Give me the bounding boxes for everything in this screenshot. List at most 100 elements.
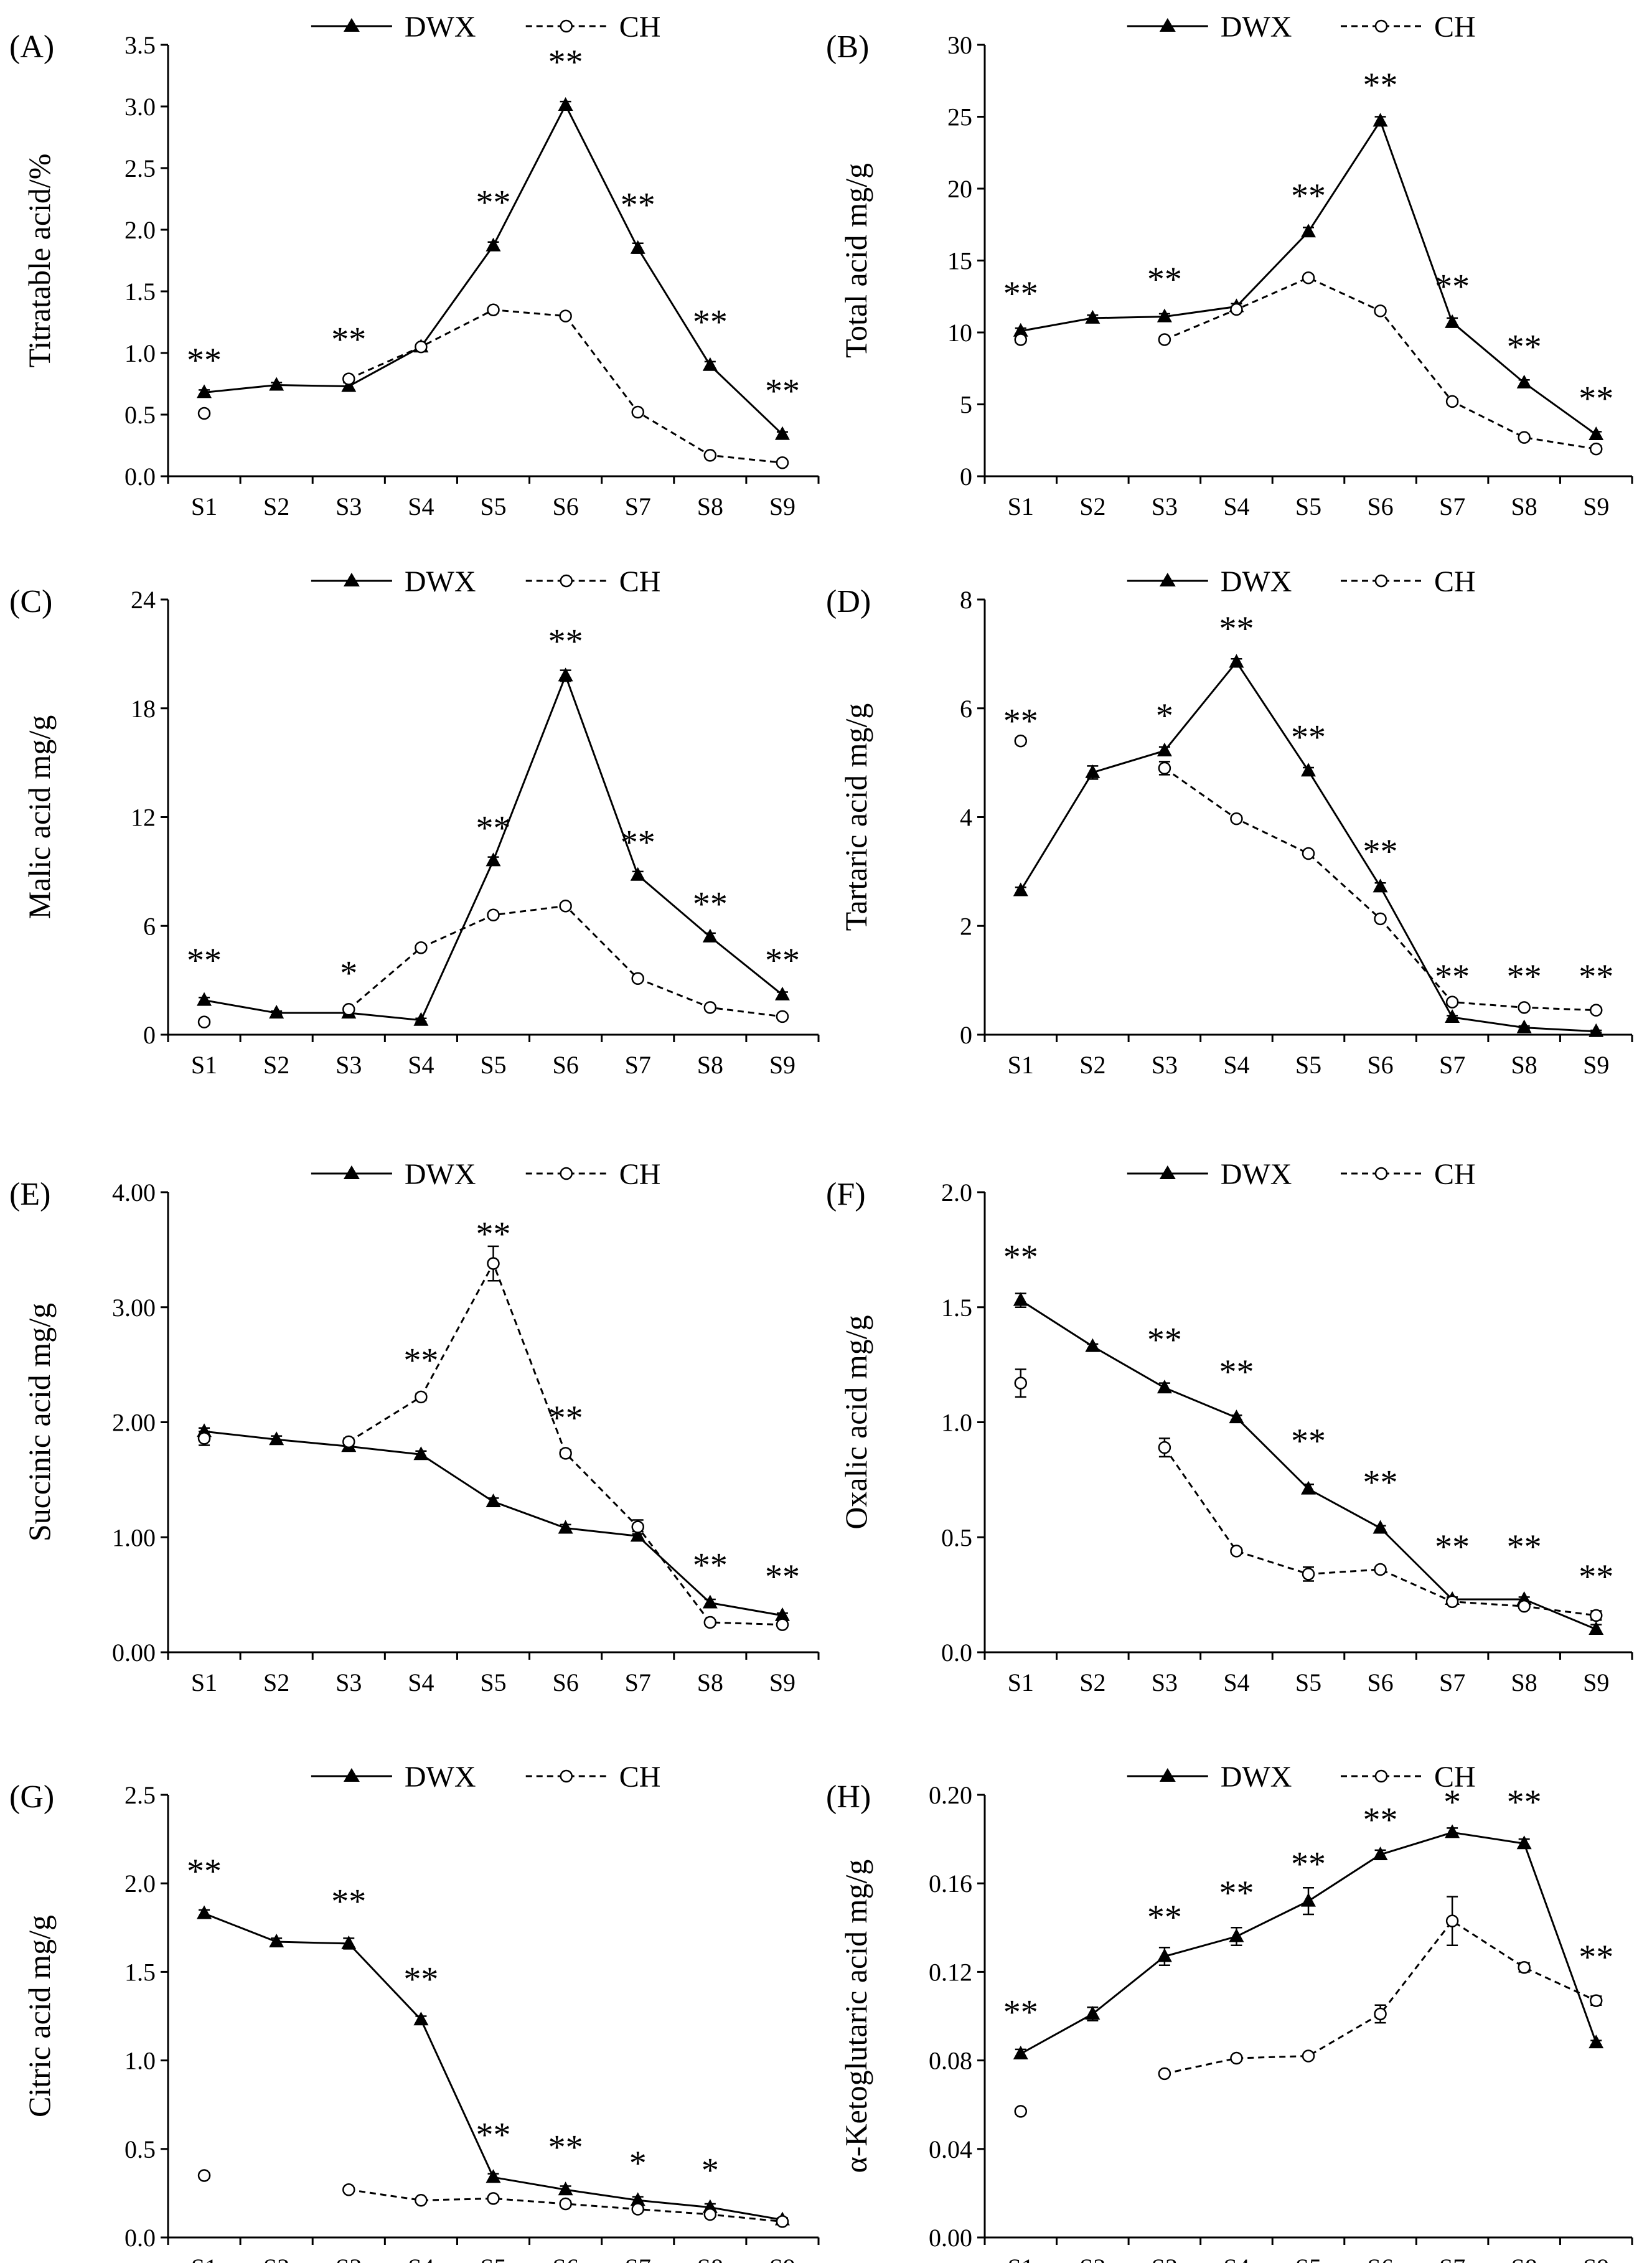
- ch-point: [1302, 1568, 1315, 1581]
- y-tick-label: 0.08: [929, 2047, 972, 2075]
- ch-series-line: [1164, 1919, 1597, 2075]
- ch-point: [487, 908, 500, 922]
- dwx-point: [413, 2011, 429, 2026]
- x-tick-label: S3: [336, 1668, 362, 1696]
- dwx-series-line: [204, 1430, 783, 1617]
- ch-point: [1158, 2067, 1171, 2081]
- significance-marker: *: [629, 2144, 647, 2183]
- significance-marker: **: [548, 2129, 583, 2167]
- significance-marker: **: [1579, 380, 1613, 418]
- legend-dwx-marker: [1159, 18, 1176, 32]
- legend-ch-marker: [560, 1167, 573, 1180]
- panel-a: 0.0 0.5 1.0 1.5 2.0 2.5 3.0 3.5 S1 S2 S3 S4 S5 S6 S7 S8…: [9, 11, 820, 520]
- significance-marker: **: [1291, 718, 1326, 757]
- x-tick-label: S8: [1511, 492, 1537, 520]
- x-tick-label: S9: [1583, 2254, 1609, 2263]
- y-tick-label: 30: [947, 31, 972, 59]
- x-tick-label: S4: [408, 1051, 434, 1079]
- significance-marker: **: [1363, 1800, 1398, 1839]
- significance-marker: **: [403, 1342, 438, 1380]
- dwx-point: [1589, 2035, 1604, 2049]
- legend-ch-marker: [560, 19, 573, 33]
- dwx-point: [1301, 223, 1316, 238]
- ch-point: [1445, 1595, 1459, 1608]
- significance-marker: **: [1579, 1938, 1613, 1977]
- significance-marker: **: [1507, 1783, 1542, 1822]
- y-tick-label: 2.0: [124, 1870, 156, 1898]
- ch-point: [1589, 442, 1603, 456]
- ch-point: [1374, 304, 1387, 318]
- ch-point: [1230, 2051, 1243, 2065]
- dwx-point: [486, 2169, 501, 2183]
- y-tick-label: 25: [947, 103, 972, 131]
- legend-dwx-label: DWX: [405, 11, 476, 44]
- y-tick-label: 0.16: [929, 1870, 972, 1898]
- x-tick-label: S6: [552, 2254, 578, 2263]
- legend-ch-label: CH: [1434, 11, 1476, 44]
- panel-b: 0 5 10 15 20 25 30 S1 S2 S3 S4 S5 S6 S7 S8 S9 Total acid…: [826, 11, 1633, 520]
- dwx-point: [1373, 1846, 1388, 1860]
- legend-dwx-label: DWX: [1221, 1158, 1292, 1191]
- legend-dwx-label: DWX: [405, 1158, 476, 1191]
- dwx-point: [1445, 1009, 1460, 1023]
- x-tick-label: S3: [1152, 492, 1178, 520]
- x-tick-label: S5: [1295, 1668, 1321, 1696]
- x-tick-label: S7: [1439, 492, 1465, 520]
- significance-marker: **: [693, 303, 728, 342]
- y-tick-label: 0: [143, 1021, 156, 1049]
- significance-marker: **: [1507, 328, 1542, 367]
- y-tick-label: 0.5: [941, 1523, 972, 1551]
- dwx-point: [486, 852, 501, 867]
- ch-point: [1302, 2049, 1315, 2063]
- x-tick-label: S1: [191, 492, 217, 520]
- legend-ch-marker: [560, 1769, 573, 1783]
- x-tick-label: S6: [552, 1051, 578, 1079]
- y-tick-label: 1.0: [124, 339, 156, 367]
- ch-point: [776, 1010, 789, 1023]
- y-tick-label: 1.5: [124, 278, 156, 306]
- dwx-point: [1373, 113, 1388, 127]
- x-tick-label: S5: [480, 1051, 506, 1079]
- significance-marker: **: [1147, 260, 1182, 299]
- panel-letter: (E): [9, 1177, 50, 1212]
- panel-h: 0.00 0.04 0.08 0.12 0.16 0.20 S1 S2 S3 S4 S5 S6 S7 S8…: [826, 1761, 1633, 2263]
- dwx-point: [1229, 1928, 1244, 1942]
- y-tick-label: 2: [960, 912, 972, 940]
- ch-point: [342, 2183, 355, 2196]
- x-tick-label: S2: [1079, 492, 1105, 520]
- x-tick-label: S5: [480, 492, 506, 520]
- dwx-point: [1013, 2045, 1028, 2059]
- x-tick-label: S2: [263, 1051, 289, 1079]
- legend-ch-label: CH: [1434, 1761, 1476, 1794]
- x-tick-label: S6: [552, 492, 578, 520]
- ch-point: [415, 1390, 428, 1404]
- ch-point: [342, 1435, 355, 1449]
- significance-marker: **: [1291, 1422, 1326, 1461]
- significance-marker: **: [621, 824, 655, 862]
- significance-marker: **: [331, 1882, 366, 1921]
- y-tick-label: 12: [131, 804, 156, 832]
- x-tick-label: S4: [1223, 2254, 1249, 2263]
- legend-ch-label: CH: [619, 11, 661, 44]
- x-tick-label: S1: [1008, 1668, 1034, 1696]
- significance-marker: **: [1507, 1528, 1542, 1566]
- significance-marker: **: [1579, 1558, 1613, 1596]
- y-tick-label: 20: [947, 175, 972, 203]
- y-tick-label: 0.5: [124, 2135, 156, 2163]
- y-tick-label: 2.0: [124, 216, 156, 244]
- dwx-point: [630, 867, 645, 881]
- dwx-point: [1013, 322, 1028, 337]
- significance-marker: **: [1291, 1845, 1326, 1884]
- ch-point: [559, 1447, 572, 1460]
- x-tick-label: S8: [697, 1668, 723, 1696]
- dwx-point: [558, 1520, 573, 1534]
- panel-c: 0 6 12 18 24 S1 S2 S3 S4 S5 S6 S7 S8 S9 Malic acid mg/…: [9, 565, 820, 1079]
- ch-point: [1445, 395, 1459, 408]
- significance-marker: **: [1579, 957, 1613, 996]
- dwx-point: [341, 1935, 357, 1949]
- y-axis-label: α-Ketoglutaric acid mg/g: [838, 1860, 873, 2173]
- x-tick-label: S5: [1295, 2254, 1321, 2263]
- y-tick-label: 3.5: [124, 31, 156, 59]
- ch-point: [487, 1257, 500, 1270]
- ch-point: [559, 309, 572, 322]
